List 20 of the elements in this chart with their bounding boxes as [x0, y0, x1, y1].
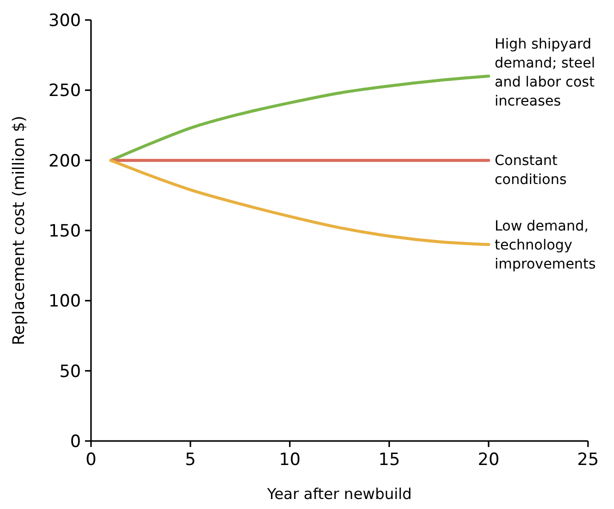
x-tick-label: 25: [577, 450, 599, 470]
y-tick-label: 300: [48, 10, 81, 31]
x-tick-label: 20: [478, 450, 500, 470]
y-axis-title: Replacement cost (million $): [9, 116, 28, 346]
y-tick-label: 0: [70, 432, 81, 452]
y-tick-label: 100: [48, 292, 81, 312]
annotation: Low demand, technology improvements: [494, 218, 596, 272]
y-tick-label: 50: [59, 362, 81, 382]
x-tick-label: 0: [86, 450, 96, 470]
y-tick-label: 200: [48, 151, 81, 172]
annotation: High shipyard demand; steel and labor cost increases: [494, 36, 596, 110]
x-axis-title: Year after newbuild: [266, 485, 412, 503]
line-series: [109, 158, 490, 246]
line-series: [109, 74, 490, 162]
x-tick-label: 10: [278, 450, 301, 470]
x-tick-label: 15: [378, 450, 400, 470]
y-tick-label: 150: [48, 221, 81, 242]
annotation: Constant conditions: [494, 153, 567, 188]
x-tick-label: 5: [184, 450, 196, 470]
y-tick-label: 250: [48, 81, 81, 102]
